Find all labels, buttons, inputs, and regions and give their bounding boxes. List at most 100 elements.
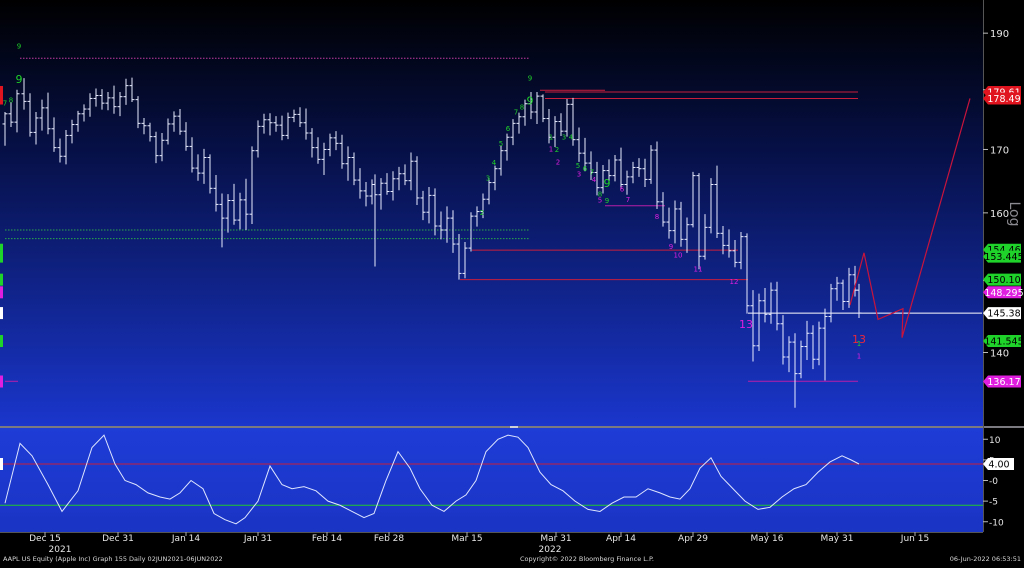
setup-count-label: 4 xyxy=(492,159,497,167)
x-tick-label: Feb 28 xyxy=(374,534,405,544)
setup-count-label: 8 xyxy=(655,213,659,221)
x-year-label: 2021 xyxy=(49,545,72,555)
price-tag-left-marker xyxy=(0,286,3,299)
setup-count-label: 10 xyxy=(674,252,683,260)
price-tag-label: 145.38 xyxy=(987,309,1020,320)
setup-count-label: 2 xyxy=(555,146,559,154)
setup-count-label: 3 xyxy=(577,170,581,178)
x-tick-label: May 31 xyxy=(821,534,854,544)
price-tag-label: 178.49 xyxy=(987,94,1020,105)
projection-line xyxy=(849,98,971,338)
x-tick-label: Jan 31 xyxy=(243,534,272,544)
oscillator-line xyxy=(4,434,860,525)
osc-y-tick-label: -0 xyxy=(989,477,998,487)
price-tag xyxy=(983,307,1021,320)
price-tag-left-marker xyxy=(0,243,3,256)
setup-count-label: 7 xyxy=(626,196,630,204)
setup-count-label: 13 xyxy=(852,333,866,346)
price-tag-left-marker xyxy=(0,335,3,348)
x-tick-label: Dec 31 xyxy=(102,534,134,544)
setup-count-label: 8 xyxy=(598,191,602,199)
setup-count-label: 7 xyxy=(590,168,594,176)
price-tags-layer: 179.61178.49154.46153.445150.10148.29514… xyxy=(0,85,1024,471)
setup-count-label: 3 xyxy=(486,175,490,183)
setup-count-label: 5 xyxy=(576,162,580,170)
x-tick-label: Mar 31 xyxy=(540,534,571,544)
x-tick-label: Apr 29 xyxy=(678,534,708,544)
x-tick-label: Jan 14 xyxy=(171,534,200,544)
setup-count-label: 4 xyxy=(592,176,597,184)
price-tag-label: 148.295 xyxy=(984,288,1023,299)
setup-count-label: 5 xyxy=(499,140,503,148)
x-year-label: 2022 xyxy=(539,545,562,555)
y-axis-label: Log xyxy=(1006,201,1022,226)
ohlc-bars-layer xyxy=(2,77,862,408)
osc-y-tick-label: -5 xyxy=(989,498,998,508)
oscillator-last-label: 4.00 xyxy=(988,460,1009,471)
price-tag-left-marker xyxy=(0,250,3,263)
oscillator-layer xyxy=(0,426,983,525)
setup-count-label: 9 xyxy=(669,243,673,251)
setup-count-label: 2 xyxy=(556,158,560,166)
setup-count-label: 6 xyxy=(583,165,588,173)
price-tag-label: 150.10 xyxy=(987,275,1020,286)
setup-count-label: 9 xyxy=(605,197,609,205)
x-tick-label: Apr 14 xyxy=(606,534,636,544)
price-tag xyxy=(983,375,1021,388)
setup-count-label: 1 xyxy=(549,145,553,153)
footer-center: Copyright© 2022 Bloomberg Finance L.P. xyxy=(520,555,654,563)
price-tag xyxy=(983,250,1021,263)
setup-count-label: 11 xyxy=(694,265,703,273)
price-tag-left-marker xyxy=(0,273,3,286)
projection-layer xyxy=(849,98,971,338)
y-tick-label: 170 xyxy=(990,145,1009,156)
x-tick-label: Feb 14 xyxy=(312,534,343,544)
bottom-axis-line xyxy=(0,532,983,533)
price-tag-left-marker xyxy=(0,375,3,388)
setup-count-label: 2 xyxy=(480,209,484,217)
price-tag xyxy=(983,286,1021,299)
price-tag-label: 141.545 xyxy=(984,337,1023,348)
x-tick-label: Jun 15 xyxy=(900,534,929,544)
setup-count-label: 9 xyxy=(17,43,21,51)
setup-count-label: 8 xyxy=(520,104,524,112)
osc-y-tick-label: -10 xyxy=(989,518,1004,528)
setup-count-label: 9 xyxy=(528,74,532,82)
price-tag-label: 136.17 xyxy=(987,377,1020,388)
y-tick-label: 140 xyxy=(990,349,1009,360)
x-tick-label: Dec 15 xyxy=(29,534,61,544)
setup-count-label: 13 xyxy=(739,318,753,331)
right-axis-line xyxy=(983,0,984,532)
y-tick-label: 160 xyxy=(990,209,1009,220)
levels-layer xyxy=(5,57,982,382)
setup-count-label: 1 xyxy=(857,352,861,360)
setup-count-label: 8 xyxy=(9,97,13,105)
oscillator-panel-bg xyxy=(0,428,983,532)
x-tick-label: Mar 15 xyxy=(451,534,482,544)
price-tag-label: 153.445 xyxy=(984,252,1023,263)
price-tag-left-marker xyxy=(0,307,3,320)
setup-count-label: 7 xyxy=(514,108,518,116)
panel-resize-handle xyxy=(510,426,518,428)
setup-count-label: 9 xyxy=(527,94,534,107)
price-tag xyxy=(983,92,1021,105)
oscillator-left-marker xyxy=(0,458,3,470)
setup-count-label: 9 xyxy=(16,73,23,86)
y-tick-label: 190 xyxy=(990,29,1009,40)
x-tick-label: May 16 xyxy=(751,534,784,544)
price-tag-left-marker xyxy=(0,85,3,98)
price-tag xyxy=(983,273,1021,286)
footer-right: 06-Jun-2022 06:53:51 xyxy=(950,555,1021,563)
footer-left: AAPL US Equity (Apple Inc) Graph 155 Dai… xyxy=(3,555,223,563)
setup-count-label: 9 xyxy=(604,177,611,190)
setup-count-label: 3 xyxy=(562,134,566,142)
price-tag-left-marker xyxy=(0,92,3,105)
osc-y-tick-label: 10 xyxy=(989,436,1001,446)
price-tag xyxy=(983,335,1021,348)
setup-count-label: 4 xyxy=(569,134,574,142)
oscillator-last-tag xyxy=(983,458,1014,470)
setup-count-label: 7 xyxy=(3,100,7,108)
